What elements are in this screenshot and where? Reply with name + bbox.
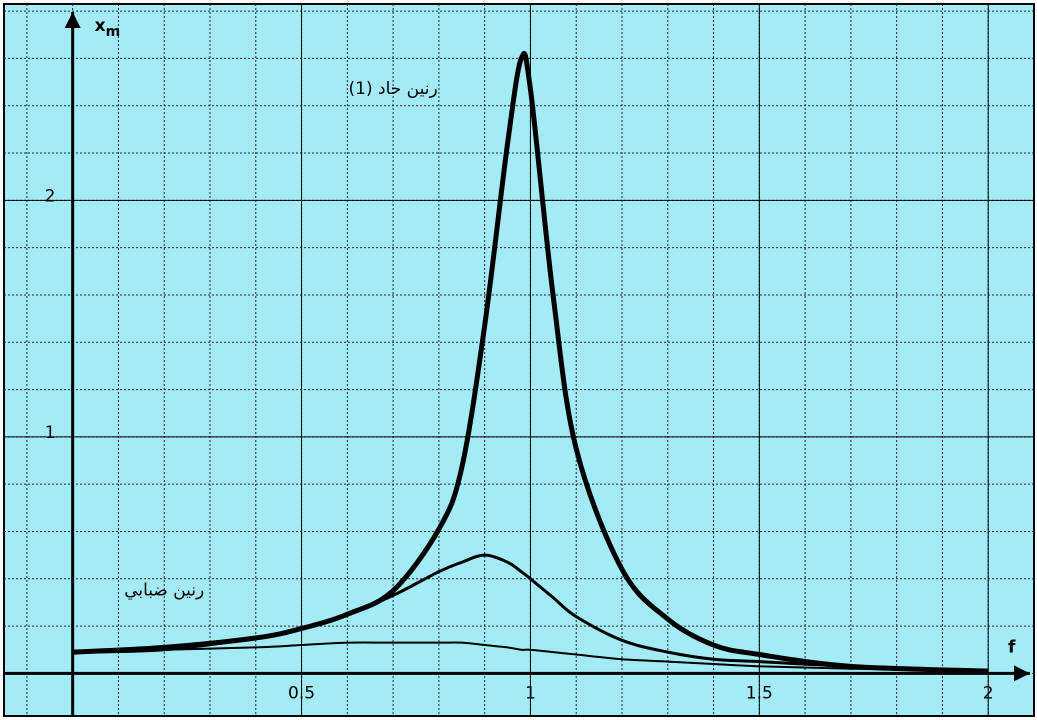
plot-background xyxy=(3,3,1035,717)
x-tick-label: 0.5 xyxy=(288,683,315,703)
x-tick-label: 2 xyxy=(983,683,994,703)
curve xyxy=(72,641,989,673)
x-tick-label: 1.5 xyxy=(746,683,773,703)
curve xyxy=(72,553,989,673)
y-tick-label: 1 xyxy=(45,423,56,443)
y-axis-label: xm xyxy=(95,16,121,40)
y-axis-label-sub: m xyxy=(106,24,121,40)
y-axis-arrow xyxy=(64,12,81,28)
x-tick-label: 1 xyxy=(525,683,536,703)
y-axis-label-main: x xyxy=(95,16,106,36)
annotation: رنين ضبابي xyxy=(124,581,204,601)
y-tick-label: 2 xyxy=(45,186,56,206)
annotation: رنين حاد (1) xyxy=(349,79,438,99)
x-axis-label: f xyxy=(1008,637,1016,657)
x-axis-arrow xyxy=(1014,665,1030,682)
